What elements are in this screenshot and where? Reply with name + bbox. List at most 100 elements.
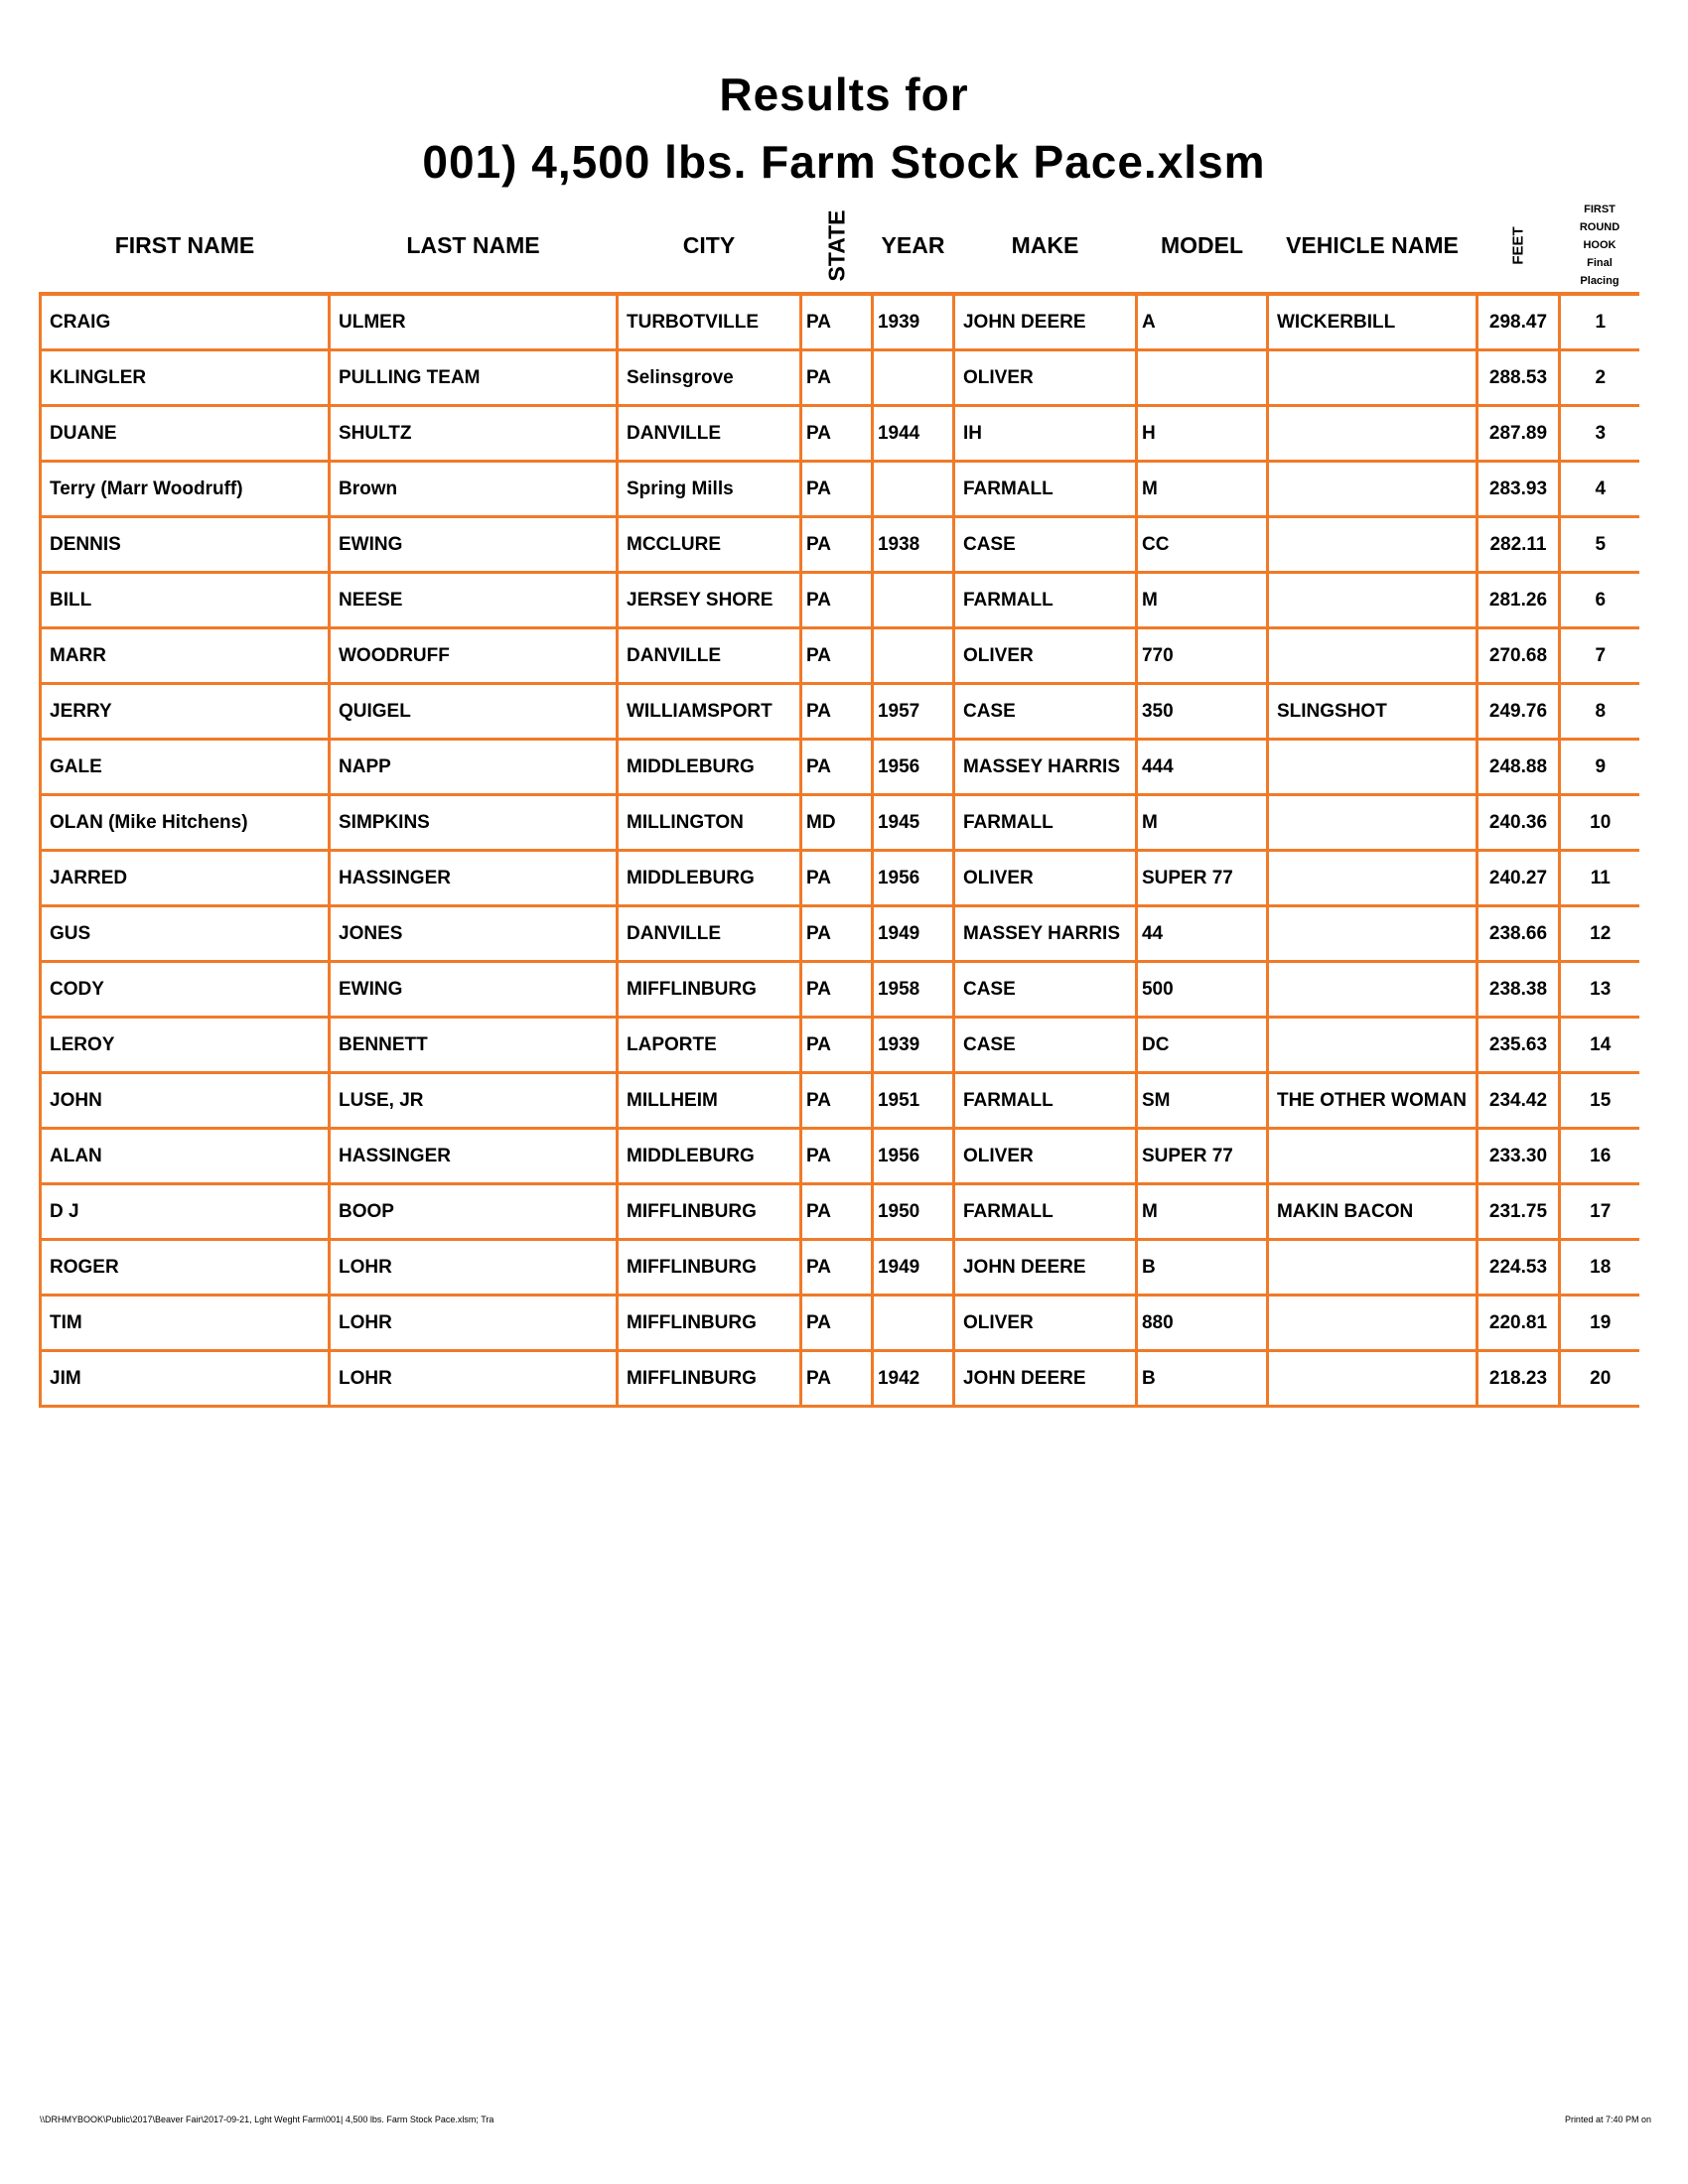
cell-placing: 6 [1557,572,1640,629]
cell-feet: 233.30 [1475,1128,1560,1185]
cell-vehicle-name [1265,961,1477,1019]
cell-model: M [1134,572,1268,629]
cell-year [870,627,954,685]
cell-year: 1956 [870,1128,954,1185]
cell-state: PA [799,349,873,407]
cell-feet: 270.68 [1475,627,1560,685]
table-row: ROGER LOHR MIFFLINBURG PA 1949 JOHN DEERE B 224… [39,1239,1640,1297]
cell-placing: 4 [1557,461,1640,518]
cell-model: DC [1134,1017,1268,1074]
cell-city: Spring Mills [616,461,801,518]
cell-model [1134,349,1268,407]
cell-feet: 287.89 [1475,405,1560,463]
cell-last-name: HASSINGER [328,850,618,907]
cell-first-name: CODY [39,961,330,1019]
cell-make: IH [951,405,1137,463]
cell-model: 444 [1134,739,1268,796]
page-title-line1: Results for [719,68,969,120]
cell-first-name: D J [39,1183,330,1241]
cell-last-name: WOODRUFF [328,627,618,685]
cell-placing: 16 [1557,1128,1640,1185]
cell-model: SUPER 77 [1134,850,1268,907]
cell-state: PA [799,516,873,574]
cell-first-name: BILL [39,572,330,629]
cell-vehicle-name [1265,461,1477,518]
cell-vehicle-name [1265,794,1477,852]
table-row: JERRY QUIGEL WILLIAMSPORT PA 1957 CASE 350 SLIN… [39,683,1640,741]
cell-first-name: LEROY [39,1017,330,1074]
cell-first-name: JOHN [39,1072,330,1130]
cell-make: MASSEY HARRIS [951,739,1137,796]
header-placing-line: FIRST [1584,204,1616,215]
cell-placing: 9 [1557,739,1640,796]
cell-year: 1949 [870,1239,954,1297]
cell-feet: 282.11 [1475,516,1560,574]
cell-feet: 240.36 [1475,794,1560,852]
cell-make: CASE [951,683,1137,741]
cell-year: 1956 [870,739,954,796]
table-row: ALAN HASSINGER MIDDLEBURG PA 1956 OLIVER SUPER… [39,1128,1640,1185]
header-placing-line: ROUND [1579,221,1620,233]
cell-last-name: LOHR [328,1295,618,1352]
cell-placing: 14 [1557,1017,1640,1074]
cell-last-name: EWING [328,516,618,574]
cell-city: MILLHEIM [616,1072,801,1130]
cell-model: B [1134,1350,1268,1408]
cell-feet: 249.76 [1475,683,1560,741]
cell-first-name: ROGER [39,1239,330,1297]
cell-make: CASE [951,516,1137,574]
cell-year: 1939 [870,294,954,351]
cell-state: PA [799,1017,873,1074]
cell-city: JERSEY SHORE [616,572,801,629]
cell-make: FARMALL [951,1072,1137,1130]
cell-make: OLIVER [951,850,1137,907]
footer-file-path: \\DRHMYBOOK\Public\2017\Beaver Fair\2017… [40,2115,494,2124]
cell-city: MIFFLINBURG [616,961,801,1019]
cell-feet: 283.93 [1475,461,1560,518]
cell-year [870,461,954,518]
table-row: CODY EWING MIFFLINBURG PA 1958 CASE 500 238.38 1… [39,961,1640,1019]
cell-feet: 248.88 [1475,739,1560,796]
cell-vehicle-name [1265,1017,1477,1074]
cell-model: M [1134,1183,1268,1241]
cell-placing: 11 [1557,850,1640,907]
cell-last-name: EWING [328,961,618,1019]
header-placing: FIRST ROUND HOOK Final Placing [1559,199,1640,296]
cell-placing: 12 [1557,905,1640,963]
header-state: STATE [800,199,873,296]
cell-placing: 7 [1557,627,1640,685]
cell-city: MIDDLEBURG [616,850,801,907]
cell-last-name: JONES [328,905,618,963]
cell-city: MIFFLINBURG [616,1350,801,1408]
cell-feet: 288.53 [1475,349,1560,407]
cell-make: JOHN DEERE [951,294,1137,351]
cell-city: DANVILLE [616,405,801,463]
header-year: YEAR [872,199,954,296]
cell-placing: 19 [1557,1295,1640,1352]
cell-year: 1957 [870,683,954,741]
cell-placing: 15 [1557,1072,1640,1130]
table-row: GUS JONES DANVILLE PA 1949 MASSEY HARRIS 44 238… [39,905,1640,963]
cell-city: MIFFLINBURG [616,1295,801,1352]
cell-city: Selinsgrove [616,349,801,407]
cell-state: PA [799,961,873,1019]
cell-year: 1958 [870,961,954,1019]
cell-state: PA [799,1072,873,1130]
cell-make: OLIVER [951,627,1137,685]
cell-model: B [1134,1239,1268,1297]
cell-year: 1938 [870,516,954,574]
cell-last-name: PULLING TEAM [328,349,618,407]
header-vehicle-name: VEHICLE NAME [1267,199,1477,296]
cell-city: DANVILLE [616,905,801,963]
cell-year: 1944 [870,405,954,463]
cell-placing: 20 [1557,1350,1640,1408]
cell-year [870,1295,954,1352]
cell-feet: 298.47 [1475,294,1560,351]
cell-last-name: NEESE [328,572,618,629]
cell-make: JOHN DEERE [951,1239,1137,1297]
cell-vehicle-name [1265,1295,1477,1352]
table-row: BILL NEESE JERSEY SHORE PA FARMALL M 281.26 6 [39,572,1640,629]
cell-model: H [1134,405,1268,463]
cell-first-name: JERRY [39,683,330,741]
cell-last-name: BENNETT [328,1017,618,1074]
